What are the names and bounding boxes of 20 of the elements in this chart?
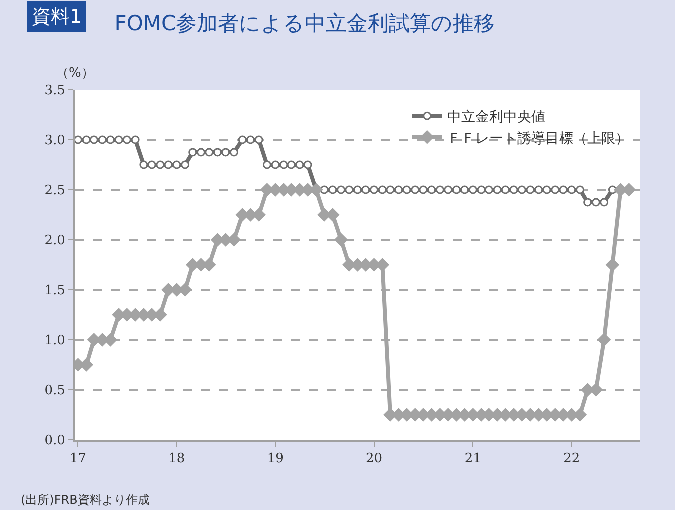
y-tick-label: 1.5 xyxy=(44,284,66,299)
y-axis-title: （%） xyxy=(56,66,94,81)
x-tick-label: 18 xyxy=(168,452,186,467)
y-tick-label: 2.0 xyxy=(44,234,66,249)
legend-label: ＦＦレート誘導目標（上限） xyxy=(447,130,630,147)
x-tick-label: 19 xyxy=(267,452,284,467)
y-tick-label: 3.5 xyxy=(44,84,66,99)
y-tick-label: 1.0 xyxy=(44,334,66,349)
x-tick-label: 17 xyxy=(70,452,87,467)
x-tick-label: 20 xyxy=(366,452,383,467)
text: (出所)FRB資料より作成 xyxy=(21,493,150,507)
y-tick-label: 2.5 xyxy=(44,184,66,199)
x-tick-label: 21 xyxy=(464,452,482,467)
legend-label: 中立金利中央値 xyxy=(447,110,546,126)
y-tick-label: 3.0 xyxy=(44,134,66,149)
y-tick-label: 0.5 xyxy=(44,384,66,399)
text: 資料1 xyxy=(32,6,82,28)
x-tick-label: 22 xyxy=(564,452,580,467)
y-tick-label: 0.0 xyxy=(44,434,66,449)
chart-title: FOMC参加者による中立金利試算の推移 xyxy=(114,11,496,36)
